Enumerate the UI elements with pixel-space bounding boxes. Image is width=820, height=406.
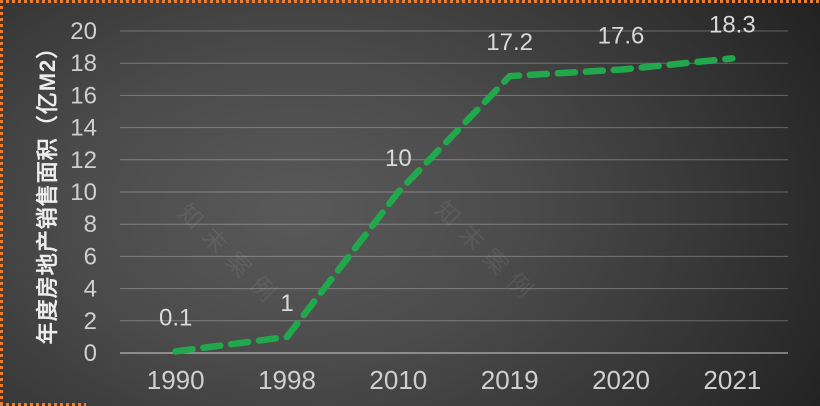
x-axis-label: 2020 xyxy=(592,365,650,395)
y-tick-label: 20 xyxy=(70,18,97,45)
y-tick-label: 2 xyxy=(84,308,97,335)
y-tick-label: 6 xyxy=(84,243,97,270)
x-axis-label: 2021 xyxy=(703,365,761,395)
y-tick-label: 18 xyxy=(70,50,97,77)
y-tick-label: 4 xyxy=(84,276,97,303)
selection-border-bottom xyxy=(0,403,86,406)
data-point-label: 17.2 xyxy=(486,29,533,56)
y-tick-label: 0 xyxy=(84,340,97,367)
data-point-label: 1 xyxy=(280,290,293,317)
selection-border-left xyxy=(0,0,3,406)
y-tick-label: 12 xyxy=(70,147,97,174)
data-point-label: 0.1 xyxy=(159,304,192,331)
data-point-label: 10 xyxy=(385,145,412,172)
series-line xyxy=(172,55,736,355)
y-tick-label: 16 xyxy=(70,82,97,109)
y-tick-label: 8 xyxy=(84,211,97,238)
x-axis-label: 2010 xyxy=(369,365,427,395)
x-axis-label: 2019 xyxy=(481,365,539,395)
data-point-label: 18.3 xyxy=(709,11,756,38)
x-axis-label: 1990 xyxy=(147,365,205,395)
y-tick-label: 10 xyxy=(70,179,97,206)
x-axis-label: 1998 xyxy=(258,365,316,395)
y-tick-label: 14 xyxy=(70,115,97,142)
selection-border-top xyxy=(0,0,820,3)
data-point-label: 17.6 xyxy=(598,23,645,50)
